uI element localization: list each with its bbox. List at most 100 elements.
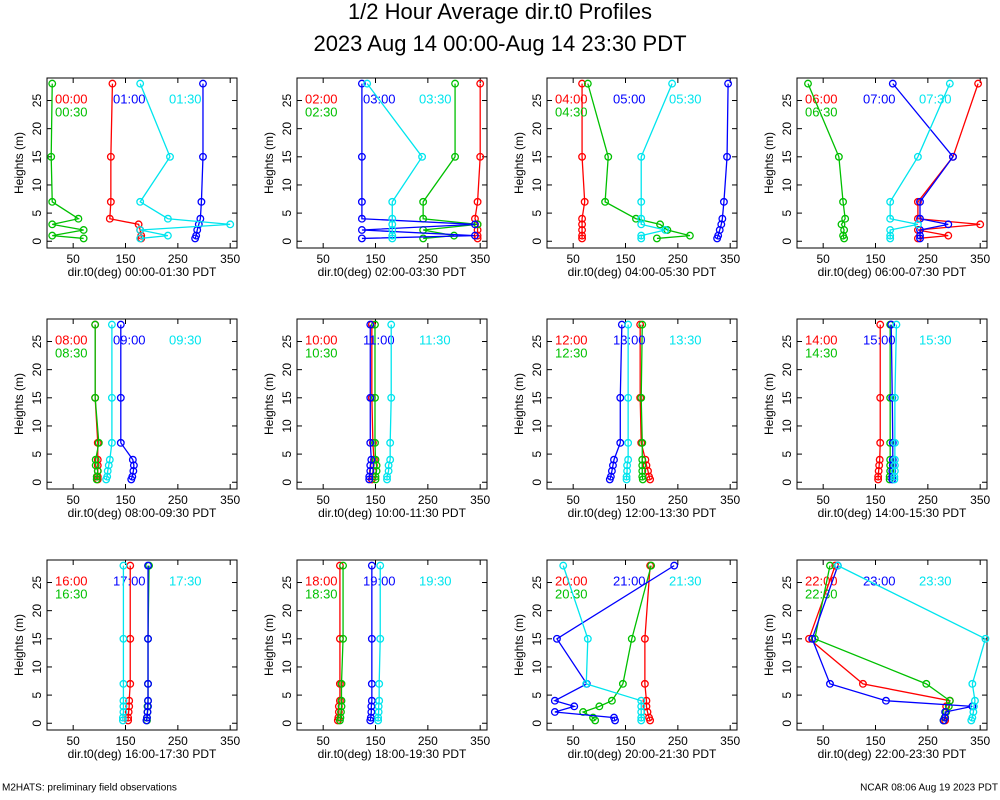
- y-tick-label: 15: [280, 150, 294, 164]
- legend-entry: 11:30: [419, 332, 451, 347]
- legend-entry: 08:30: [55, 345, 88, 360]
- legend-entry: 08:00: [55, 332, 88, 347]
- y-tick-label: 15: [280, 391, 294, 405]
- profile-point: [604, 152, 613, 161]
- profile-point: [48, 231, 57, 240]
- profile-point: [874, 475, 883, 484]
- y-axis-label: Heights (m): [762, 373, 776, 435]
- x-tick-label: 150: [865, 734, 885, 748]
- profile-point: [624, 393, 633, 402]
- x-tick-label: 50: [566, 493, 580, 507]
- profile-point: [622, 472, 631, 481]
- profile-point: [637, 231, 646, 240]
- profile-point: [607, 467, 616, 475]
- x-tick-label: 250: [418, 734, 438, 748]
- profile-point: [808, 634, 817, 643]
- profile-point: [886, 214, 895, 223]
- x-tick-label: 50: [816, 493, 830, 507]
- y-tick-label: 20: [30, 604, 44, 618]
- profile-point: [606, 472, 615, 481]
- plot-frame: [46, 318, 238, 490]
- y-axis-label: Heights (m): [762, 132, 776, 194]
- profile-point: [652, 234, 661, 243]
- profile-point: [968, 713, 977, 722]
- profile-point: [384, 467, 393, 475]
- profile-point: [578, 231, 587, 240]
- profile-point: [129, 467, 138, 475]
- profile-point: [357, 152, 366, 161]
- y-tick-label: 25: [280, 94, 294, 108]
- profile-point: [888, 393, 897, 402]
- profile-point: [374, 713, 383, 722]
- y-axis-label: Heights (m): [262, 132, 276, 194]
- profile-point: [144, 679, 152, 688]
- profile-point: [48, 197, 57, 206]
- profile-point: [888, 79, 897, 88]
- profile-point: [622, 475, 631, 484]
- plot-frame: [796, 559, 988, 731]
- y-tick-label: 5: [30, 209, 44, 216]
- profile-point: [876, 438, 885, 447]
- profile-point: [136, 197, 145, 206]
- profile-point: [826, 679, 834, 688]
- figure-subtitle: 2023 Aug 14 00:00-Aug 14 23:30 PDT: [313, 31, 686, 56]
- profile-point: [136, 234, 145, 243]
- footer-right: NCAR 08:06 Aug 19 2023 PDT: [860, 783, 998, 794]
- profile-point: [337, 679, 346, 688]
- x-axis-label: dir.t0(deg) 02:00-03:30 PDT: [318, 265, 467, 279]
- plot-frame: [296, 318, 488, 490]
- x-tick-label: 350: [220, 252, 240, 266]
- profile-point: [624, 438, 633, 447]
- profile-line: [892, 83, 954, 239]
- footer-left: M2HATS: preliminary field observations: [2, 783, 177, 794]
- profile-point: [119, 634, 128, 643]
- profile-point: [119, 679, 128, 688]
- legend-entry: 15:00: [863, 332, 896, 347]
- profile-point: [578, 214, 587, 223]
- legend-entry: 22:30: [805, 586, 838, 601]
- y-tick-label: 0: [530, 720, 544, 727]
- profile-point: [583, 79, 592, 88]
- profile-point: [388, 234, 397, 243]
- profile-point: [388, 214, 397, 223]
- profile-point: [367, 708, 376, 716]
- profile-point: [366, 716, 375, 725]
- profile-point: [610, 713, 618, 722]
- profile-point: [642, 461, 651, 470]
- profile-point: [125, 702, 134, 711]
- x-tick-label: 150: [865, 252, 885, 266]
- profile-point: [589, 713, 598, 722]
- profile-point: [387, 393, 396, 402]
- x-tick-label: 250: [668, 734, 688, 748]
- y-tick-label: 10: [30, 660, 44, 674]
- profile-point: [578, 226, 587, 234]
- y-axis-label: Heights (m): [12, 373, 26, 435]
- profile-point: [374, 716, 383, 725]
- profile-point: [374, 708, 383, 716]
- profile-point: [376, 634, 385, 643]
- profile-point: [337, 696, 346, 705]
- profile-point: [105, 214, 114, 223]
- y-tick-label: 15: [530, 150, 544, 164]
- profile-point: [136, 226, 145, 234]
- profile-point: [578, 220, 587, 229]
- x-axis-label: dir.t0(deg) 12:00-13:30 PDT: [568, 506, 717, 520]
- profile-point: [339, 561, 348, 570]
- profile-point: [876, 320, 885, 329]
- y-tick-label: 0: [280, 720, 294, 727]
- y-axis-label: Heights (m): [762, 614, 776, 676]
- y-tick-label: 20: [780, 363, 794, 377]
- profile-point: [107, 320, 116, 329]
- y-tick-label: 0: [280, 479, 294, 486]
- profile-point: [107, 393, 116, 402]
- profile-point: [616, 393, 625, 402]
- profile-point: [92, 472, 101, 481]
- y-tick-label: 20: [780, 122, 794, 136]
- legend-entry: 07:00: [863, 91, 896, 106]
- profile-point: [892, 320, 901, 329]
- profile-point: [623, 467, 632, 475]
- profile-point: [981, 634, 990, 643]
- profile-point: [124, 708, 133, 716]
- profile-point: [945, 79, 954, 88]
- profile-point: [876, 393, 885, 402]
